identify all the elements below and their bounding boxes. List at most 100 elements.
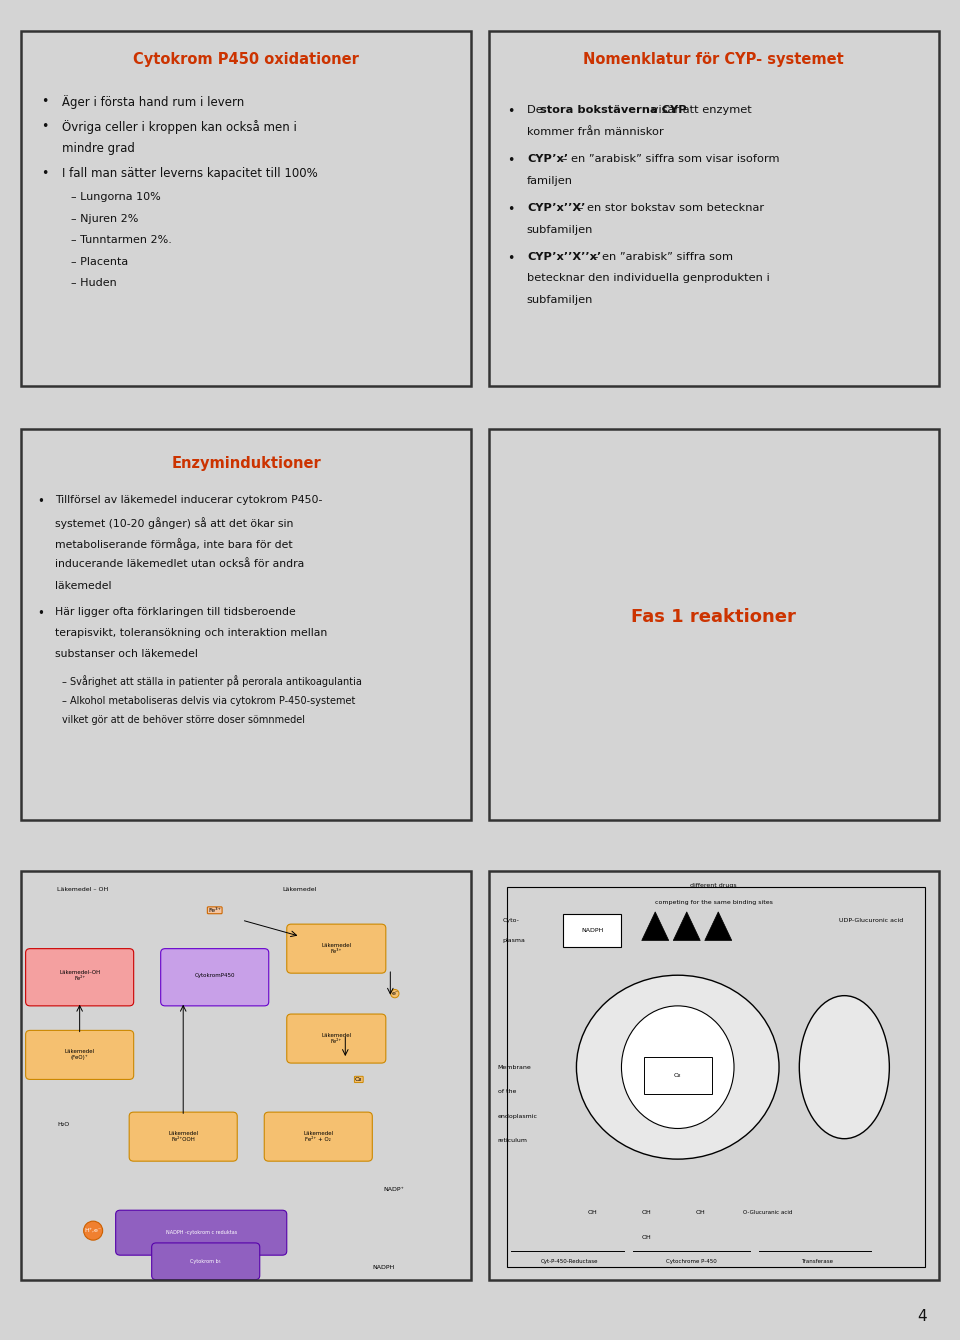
Text: H⁺,e⁻: H⁺,e⁻ xyxy=(84,1229,102,1233)
FancyBboxPatch shape xyxy=(264,1112,372,1162)
Text: – Huden: – Huden xyxy=(71,277,116,288)
Text: •: • xyxy=(507,106,514,118)
Text: Läkemedel
(FeO)⁺: Läkemedel (FeO)⁺ xyxy=(64,1049,95,1060)
Ellipse shape xyxy=(621,1006,734,1128)
Text: CYP’x’: CYP’x’ xyxy=(527,154,568,165)
Text: metaboliserande förmåga, inte bara för det: metaboliserande förmåga, inte bara för d… xyxy=(55,539,293,549)
FancyBboxPatch shape xyxy=(130,1112,237,1162)
Text: Läkemedel – OH: Läkemedel – OH xyxy=(58,887,108,892)
FancyBboxPatch shape xyxy=(563,914,621,946)
FancyBboxPatch shape xyxy=(160,949,269,1006)
Text: O₂: O₂ xyxy=(674,1073,682,1077)
Text: – en ”arabisk” siffra som visar isoform: – en ”arabisk” siffra som visar isoform xyxy=(558,154,780,165)
Text: •: • xyxy=(507,202,514,216)
Text: Cytokrom b₅: Cytokrom b₅ xyxy=(190,1258,221,1264)
Text: stora bokstäverna CYP: stora bokstäverna CYP xyxy=(540,106,686,115)
Text: H₂O: H₂O xyxy=(58,1122,69,1127)
Text: Läkemedel: Läkemedel xyxy=(282,887,317,892)
Text: substanser och läkemedel: substanser och läkemedel xyxy=(55,650,198,659)
Text: Tillförsel av läkemedel inducerar cytokrom P450-: Tillförsel av läkemedel inducerar cytokr… xyxy=(55,496,323,505)
Text: •: • xyxy=(507,252,514,265)
Text: – Placenta: – Placenta xyxy=(71,256,128,267)
Text: De: De xyxy=(527,106,546,115)
Text: OH: OH xyxy=(641,1210,651,1215)
Text: 4: 4 xyxy=(917,1309,926,1324)
Text: vilket gör att de behöver större doser sömnmedel: vilket gör att de behöver större doser s… xyxy=(61,714,304,725)
Text: endoplasmic: endoplasmic xyxy=(497,1114,538,1119)
FancyBboxPatch shape xyxy=(115,1210,287,1256)
Text: Läkemedel
Fe²⁺: Läkemedel Fe²⁺ xyxy=(322,1033,351,1044)
Text: Enzyminduktioner: Enzyminduktioner xyxy=(172,456,321,472)
Text: Läkemedel
Fe²⁺OOH: Läkemedel Fe²⁺OOH xyxy=(168,1131,199,1142)
Text: •: • xyxy=(36,607,44,620)
Text: I fall man sätter leverns kapacitet till 100%: I fall man sätter leverns kapacitet till… xyxy=(61,168,318,180)
Text: NADP⁺: NADP⁺ xyxy=(383,1187,404,1193)
Text: visar att enzymet: visar att enzymet xyxy=(648,106,753,115)
Text: systemet (10-20 gånger) så att det ökar sin: systemet (10-20 gånger) så att det ökar … xyxy=(55,517,293,528)
FancyBboxPatch shape xyxy=(287,1014,386,1063)
Text: – Lungorna 10%: – Lungorna 10% xyxy=(71,193,160,202)
FancyBboxPatch shape xyxy=(644,1057,711,1093)
Text: – Njuren 2%: – Njuren 2% xyxy=(71,213,138,224)
FancyBboxPatch shape xyxy=(26,949,133,1006)
FancyBboxPatch shape xyxy=(152,1244,260,1280)
Text: •: • xyxy=(41,121,49,133)
Text: OH: OH xyxy=(641,1234,651,1240)
Text: UDP-Glucuronic acid: UDP-Glucuronic acid xyxy=(839,918,902,922)
Text: CytokromP450: CytokromP450 xyxy=(195,973,235,978)
Text: O₂: O₂ xyxy=(355,1077,363,1081)
Text: NADPH: NADPH xyxy=(581,927,603,933)
Text: competing for the same binding sites: competing for the same binding sites xyxy=(655,899,773,905)
Text: plasma: plasma xyxy=(502,938,525,943)
Text: – Alkohol metaboliseras delvis via cytokrom P-450-systemet: – Alkohol metaboliseras delvis via cytok… xyxy=(61,695,355,706)
Text: different drugs: different drugs xyxy=(690,883,737,888)
Text: Transferase: Transferase xyxy=(802,1260,833,1264)
Text: – Svårighet att ställa in patienter på perorala antikoagulantia: – Svårighet att ställa in patienter på p… xyxy=(61,675,362,687)
Text: OH: OH xyxy=(695,1210,706,1215)
Text: terapisvikt, toleransökning och interaktion mellan: terapisvikt, toleransökning och interakt… xyxy=(55,628,327,638)
Text: CYP’x’’X’’x’: CYP’x’’X’’x’ xyxy=(527,252,601,261)
Text: Cytokrom P450 oxidationer: Cytokrom P450 oxidationer xyxy=(133,52,359,67)
Polygon shape xyxy=(705,913,732,941)
Text: NADPH: NADPH xyxy=(372,1265,395,1270)
Text: •: • xyxy=(36,496,44,508)
Text: reticulum: reticulum xyxy=(497,1138,528,1143)
Text: e⁻: e⁻ xyxy=(392,992,398,996)
Text: Läkemedel–OH
Fe²⁺: Läkemedel–OH Fe²⁺ xyxy=(59,970,100,981)
Text: betecknar den individuella genprodukten i: betecknar den individuella genprodukten … xyxy=(527,273,770,284)
Text: Cyt-P-450-Reductase: Cyt-P-450-Reductase xyxy=(540,1260,598,1264)
Text: mindre grad: mindre grad xyxy=(61,142,134,154)
Text: Övriga celler i kroppen kan också men i: Övriga celler i kroppen kan också men i xyxy=(61,121,297,134)
Text: of the: of the xyxy=(497,1089,516,1095)
Text: O-Glucuranic acid: O-Glucuranic acid xyxy=(743,1210,792,1215)
Text: – Tunntarmen 2%.: – Tunntarmen 2%. xyxy=(71,234,172,245)
Polygon shape xyxy=(673,913,700,941)
Text: Nomenklatur för CYP- systemet: Nomenklatur för CYP- systemet xyxy=(584,52,844,67)
Text: CYP’x’’X’: CYP’x’’X’ xyxy=(527,202,586,213)
Text: Fe³⁺: Fe³⁺ xyxy=(208,907,221,913)
Text: Läkemedel
Fe³⁺: Läkemedel Fe³⁺ xyxy=(322,943,351,954)
Text: Membrane: Membrane xyxy=(497,1065,532,1069)
Text: Fas 1 reaktioner: Fas 1 reaktioner xyxy=(632,607,796,626)
Text: läkemedel: läkemedel xyxy=(55,580,111,591)
Ellipse shape xyxy=(576,976,780,1159)
Text: subfamiljen: subfamiljen xyxy=(527,295,593,306)
Text: •: • xyxy=(41,168,49,180)
Text: Cyto-: Cyto- xyxy=(502,918,519,922)
Text: – en ”arabisk” siffra som: – en ”arabisk” siffra som xyxy=(589,252,733,261)
Text: Äger i första hand rum i levern: Äger i första hand rum i levern xyxy=(61,95,244,109)
Text: Cytochrome P-450: Cytochrome P-450 xyxy=(666,1260,716,1264)
Text: kommer från människor: kommer från människor xyxy=(527,127,663,137)
Polygon shape xyxy=(641,913,669,941)
Text: inducerande läkemedlet utan också för andra: inducerande läkemedlet utan också för an… xyxy=(55,559,304,570)
Ellipse shape xyxy=(800,996,889,1139)
FancyBboxPatch shape xyxy=(26,1030,133,1080)
Text: •: • xyxy=(41,95,49,107)
FancyBboxPatch shape xyxy=(287,925,386,973)
Text: NADPH -cytokrom c reduktas: NADPH -cytokrom c reduktas xyxy=(165,1230,237,1235)
Text: OH: OH xyxy=(588,1210,597,1215)
Text: familjen: familjen xyxy=(527,176,573,186)
Text: subfamiljen: subfamiljen xyxy=(527,225,593,234)
Text: •: • xyxy=(507,154,514,168)
Text: – en stor bokstav som betecknar: – en stor bokstav som betecknar xyxy=(573,202,763,213)
